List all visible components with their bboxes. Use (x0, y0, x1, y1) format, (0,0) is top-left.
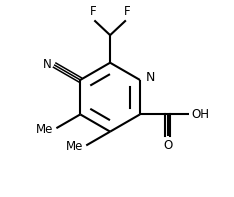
Text: N: N (146, 72, 155, 85)
Text: F: F (90, 5, 97, 18)
Text: OH: OH (191, 108, 209, 121)
Text: O: O (163, 139, 172, 152)
Text: N: N (43, 58, 52, 71)
Text: Me: Me (66, 140, 83, 153)
Text: F: F (124, 5, 130, 18)
Text: Me: Me (36, 123, 53, 136)
